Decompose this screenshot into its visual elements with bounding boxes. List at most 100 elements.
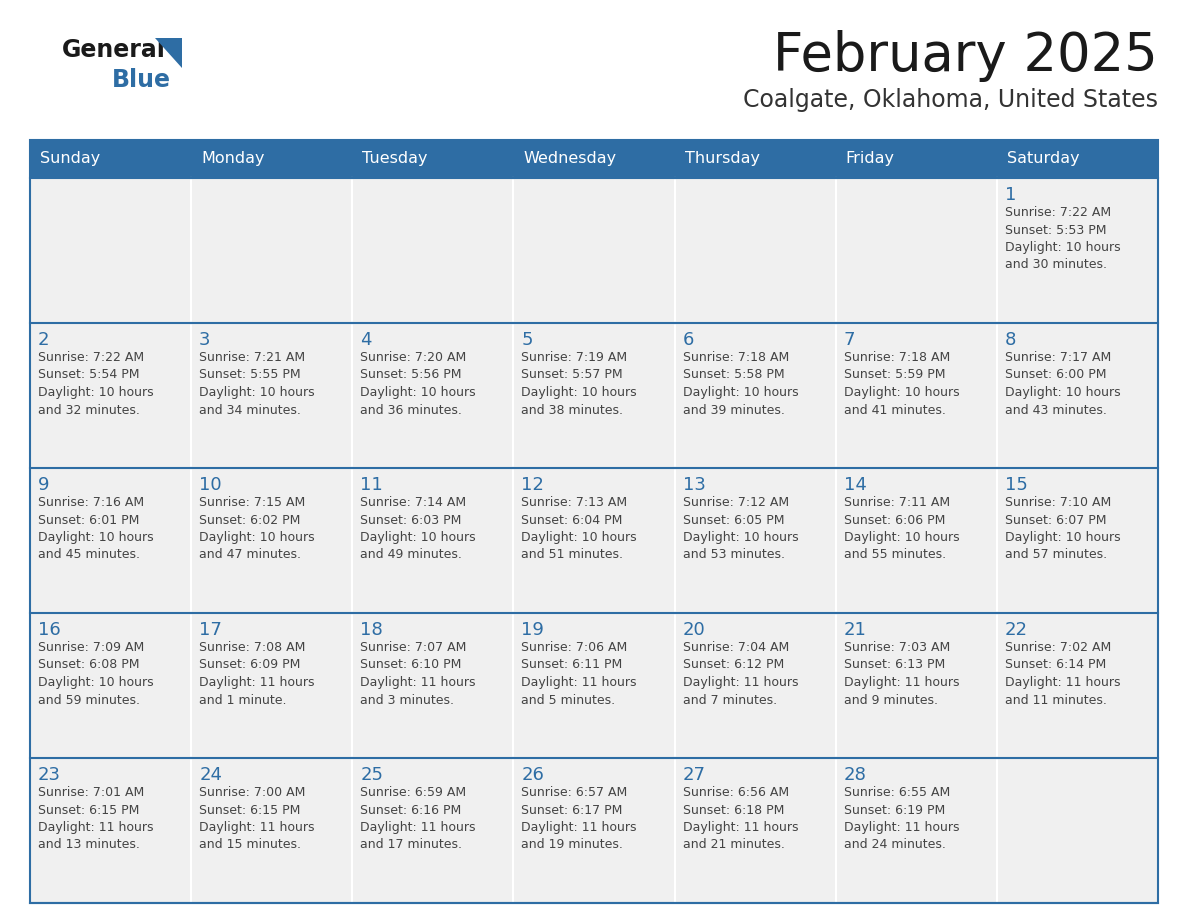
Bar xyxy=(353,468,513,613)
Bar xyxy=(30,140,1158,903)
Bar xyxy=(191,758,353,903)
Text: 10: 10 xyxy=(200,476,222,494)
Text: Sunrise: 7:03 AM
Sunset: 6:13 PM
Daylight: 11 hours
and 9 minutes.: Sunrise: 7:03 AM Sunset: 6:13 PM Dayligh… xyxy=(843,641,959,707)
Polygon shape xyxy=(154,38,182,68)
Text: 18: 18 xyxy=(360,621,383,639)
Bar xyxy=(30,613,191,758)
Bar xyxy=(513,468,675,613)
Bar xyxy=(513,613,675,758)
Bar xyxy=(835,758,997,903)
Text: Sunrise: 7:17 AM
Sunset: 6:00 PM
Daylight: 10 hours
and 43 minutes.: Sunrise: 7:17 AM Sunset: 6:00 PM Dayligh… xyxy=(1005,351,1120,417)
Text: Thursday: Thursday xyxy=(684,151,759,166)
Text: 9: 9 xyxy=(38,476,50,494)
Text: Sunrise: 7:04 AM
Sunset: 6:12 PM
Daylight: 11 hours
and 7 minutes.: Sunrise: 7:04 AM Sunset: 6:12 PM Dayligh… xyxy=(683,641,798,707)
Text: Sunrise: 7:16 AM
Sunset: 6:01 PM
Daylight: 10 hours
and 45 minutes.: Sunrise: 7:16 AM Sunset: 6:01 PM Dayligh… xyxy=(38,496,153,562)
Text: Saturday: Saturday xyxy=(1007,151,1080,166)
Text: Monday: Monday xyxy=(201,151,265,166)
Text: Tuesday: Tuesday xyxy=(362,151,428,166)
Text: Sunrise: 7:02 AM
Sunset: 6:14 PM
Daylight: 11 hours
and 11 minutes.: Sunrise: 7:02 AM Sunset: 6:14 PM Dayligh… xyxy=(1005,641,1120,707)
Bar xyxy=(675,468,835,613)
Text: Sunrise: 7:21 AM
Sunset: 5:55 PM
Daylight: 10 hours
and 34 minutes.: Sunrise: 7:21 AM Sunset: 5:55 PM Dayligh… xyxy=(200,351,315,417)
Text: Sunrise: 7:07 AM
Sunset: 6:10 PM
Daylight: 11 hours
and 3 minutes.: Sunrise: 7:07 AM Sunset: 6:10 PM Dayligh… xyxy=(360,641,475,707)
Bar xyxy=(675,178,835,323)
Bar xyxy=(513,323,675,468)
Text: 19: 19 xyxy=(522,621,544,639)
Bar xyxy=(997,758,1158,903)
Bar xyxy=(30,323,191,468)
Text: Friday: Friday xyxy=(846,151,895,166)
Bar xyxy=(997,613,1158,758)
Text: 21: 21 xyxy=(843,621,866,639)
Text: 15: 15 xyxy=(1005,476,1028,494)
Text: 5: 5 xyxy=(522,331,533,349)
Text: Sunrise: 7:22 AM
Sunset: 5:53 PM
Daylight: 10 hours
and 30 minutes.: Sunrise: 7:22 AM Sunset: 5:53 PM Dayligh… xyxy=(1005,206,1120,272)
Text: Sunrise: 7:19 AM
Sunset: 5:57 PM
Daylight: 10 hours
and 38 minutes.: Sunrise: 7:19 AM Sunset: 5:57 PM Dayligh… xyxy=(522,351,637,417)
Bar xyxy=(191,323,353,468)
Text: Sunrise: 7:00 AM
Sunset: 6:15 PM
Daylight: 11 hours
and 15 minutes.: Sunrise: 7:00 AM Sunset: 6:15 PM Dayligh… xyxy=(200,786,315,852)
Text: 16: 16 xyxy=(38,621,61,639)
Text: 8: 8 xyxy=(1005,331,1016,349)
Bar xyxy=(513,178,675,323)
Text: Coalgate, Oklahoma, United States: Coalgate, Oklahoma, United States xyxy=(742,88,1158,112)
Bar xyxy=(191,468,353,613)
Text: Sunrise: 7:11 AM
Sunset: 6:06 PM
Daylight: 10 hours
and 55 minutes.: Sunrise: 7:11 AM Sunset: 6:06 PM Dayligh… xyxy=(843,496,960,562)
Bar xyxy=(353,323,513,468)
Text: 2: 2 xyxy=(38,331,50,349)
Text: 20: 20 xyxy=(683,621,706,639)
Bar xyxy=(675,758,835,903)
Bar xyxy=(835,178,997,323)
Bar xyxy=(191,178,353,323)
Bar xyxy=(997,468,1158,613)
Text: Sunrise: 7:18 AM
Sunset: 5:58 PM
Daylight: 10 hours
and 39 minutes.: Sunrise: 7:18 AM Sunset: 5:58 PM Dayligh… xyxy=(683,351,798,417)
Text: Blue: Blue xyxy=(112,68,171,92)
Text: Sunrise: 7:14 AM
Sunset: 6:03 PM
Daylight: 10 hours
and 49 minutes.: Sunrise: 7:14 AM Sunset: 6:03 PM Dayligh… xyxy=(360,496,476,562)
Text: Sunrise: 7:20 AM
Sunset: 5:56 PM
Daylight: 10 hours
and 36 minutes.: Sunrise: 7:20 AM Sunset: 5:56 PM Dayligh… xyxy=(360,351,476,417)
Text: 6: 6 xyxy=(683,331,694,349)
Text: Sunrise: 7:08 AM
Sunset: 6:09 PM
Daylight: 11 hours
and 1 minute.: Sunrise: 7:08 AM Sunset: 6:09 PM Dayligh… xyxy=(200,641,315,707)
Bar xyxy=(675,323,835,468)
Text: Sunrise: 6:59 AM
Sunset: 6:16 PM
Daylight: 11 hours
and 17 minutes.: Sunrise: 6:59 AM Sunset: 6:16 PM Dayligh… xyxy=(360,786,475,852)
Text: Sunrise: 7:12 AM
Sunset: 6:05 PM
Daylight: 10 hours
and 53 minutes.: Sunrise: 7:12 AM Sunset: 6:05 PM Dayligh… xyxy=(683,496,798,562)
Bar xyxy=(997,178,1158,323)
Text: 3: 3 xyxy=(200,331,210,349)
Text: 14: 14 xyxy=(843,476,866,494)
Text: 12: 12 xyxy=(522,476,544,494)
Text: Sunrise: 7:10 AM
Sunset: 6:07 PM
Daylight: 10 hours
and 57 minutes.: Sunrise: 7:10 AM Sunset: 6:07 PM Dayligh… xyxy=(1005,496,1120,562)
Text: 11: 11 xyxy=(360,476,383,494)
Bar xyxy=(30,140,1158,178)
Text: Sunrise: 7:09 AM
Sunset: 6:08 PM
Daylight: 10 hours
and 59 minutes.: Sunrise: 7:09 AM Sunset: 6:08 PM Dayligh… xyxy=(38,641,153,707)
Text: Sunrise: 7:18 AM
Sunset: 5:59 PM
Daylight: 10 hours
and 41 minutes.: Sunrise: 7:18 AM Sunset: 5:59 PM Dayligh… xyxy=(843,351,960,417)
Text: 26: 26 xyxy=(522,766,544,784)
Text: 22: 22 xyxy=(1005,621,1028,639)
Text: 17: 17 xyxy=(200,621,222,639)
Bar xyxy=(835,323,997,468)
Bar xyxy=(513,758,675,903)
Text: 13: 13 xyxy=(683,476,706,494)
Text: General: General xyxy=(62,38,166,62)
Text: Sunrise: 6:56 AM
Sunset: 6:18 PM
Daylight: 11 hours
and 21 minutes.: Sunrise: 6:56 AM Sunset: 6:18 PM Dayligh… xyxy=(683,786,798,852)
Bar xyxy=(835,613,997,758)
Text: Sunrise: 7:06 AM
Sunset: 6:11 PM
Daylight: 11 hours
and 5 minutes.: Sunrise: 7:06 AM Sunset: 6:11 PM Dayligh… xyxy=(522,641,637,707)
Text: 27: 27 xyxy=(683,766,706,784)
Text: February 2025: February 2025 xyxy=(773,30,1158,82)
Text: 25: 25 xyxy=(360,766,384,784)
Text: Sunrise: 7:01 AM
Sunset: 6:15 PM
Daylight: 11 hours
and 13 minutes.: Sunrise: 7:01 AM Sunset: 6:15 PM Dayligh… xyxy=(38,786,153,852)
Text: Sunrise: 7:13 AM
Sunset: 6:04 PM
Daylight: 10 hours
and 51 minutes.: Sunrise: 7:13 AM Sunset: 6:04 PM Dayligh… xyxy=(522,496,637,562)
Bar xyxy=(191,613,353,758)
Bar xyxy=(353,758,513,903)
Bar xyxy=(997,323,1158,468)
Text: Sunday: Sunday xyxy=(40,151,100,166)
Text: Sunrise: 7:15 AM
Sunset: 6:02 PM
Daylight: 10 hours
and 47 minutes.: Sunrise: 7:15 AM Sunset: 6:02 PM Dayligh… xyxy=(200,496,315,562)
Text: 28: 28 xyxy=(843,766,866,784)
Bar xyxy=(675,613,835,758)
Text: 23: 23 xyxy=(38,766,61,784)
Text: 7: 7 xyxy=(843,331,855,349)
Bar xyxy=(835,468,997,613)
Text: 1: 1 xyxy=(1005,186,1016,204)
Bar xyxy=(353,613,513,758)
Bar xyxy=(30,178,191,323)
Bar xyxy=(353,178,513,323)
Bar xyxy=(30,468,191,613)
Text: Sunrise: 7:22 AM
Sunset: 5:54 PM
Daylight: 10 hours
and 32 minutes.: Sunrise: 7:22 AM Sunset: 5:54 PM Dayligh… xyxy=(38,351,153,417)
Text: 4: 4 xyxy=(360,331,372,349)
